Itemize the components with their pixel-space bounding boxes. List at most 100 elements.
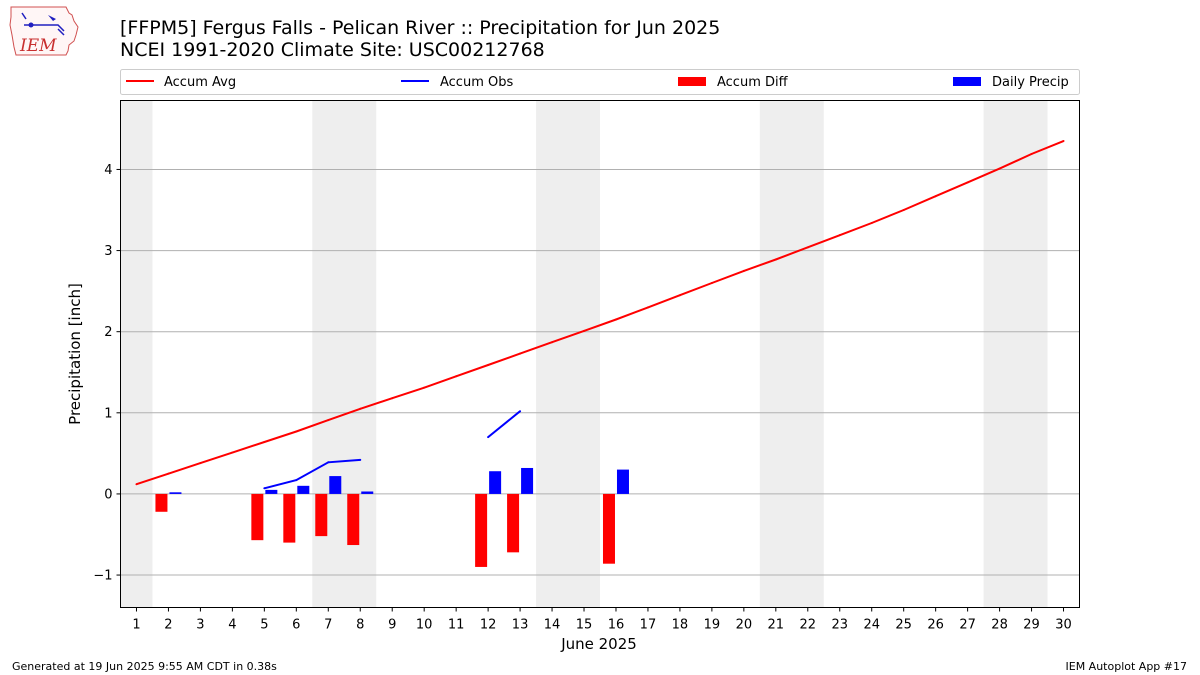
y-tick-label: 0 (104, 487, 112, 502)
daily-precip-bar (361, 491, 374, 494)
x-tick-label: 27 (959, 618, 976, 633)
accum-avg-point (455, 375, 458, 378)
x-tick-label: 3 (196, 618, 204, 633)
y-axis-label: Precipitation [inch] (66, 283, 84, 425)
accum-avg-point (774, 258, 777, 261)
accum-diff-bar (315, 493, 328, 537)
accum-avg-point (199, 462, 202, 465)
x-tick-label: 7 (324, 618, 332, 633)
daily-precip-bar (489, 471, 502, 494)
legend: Accum Avg Accum Obs Accum Diff Daily Pre… (120, 69, 1080, 95)
footer-generated-text: Generated at 19 Jun 2025 9:55 AM CDT in … (12, 660, 277, 673)
accum-avg-point (327, 419, 330, 422)
accum-obs-point (263, 487, 266, 490)
weekend-shade-2 (536, 100, 600, 608)
chart-title: [FFPM5] Fergus Falls - Pelican River :: … (120, 17, 721, 39)
x-tick-label: 18 (672, 618, 689, 633)
weekend-shade-4 (983, 100, 1048, 608)
legend-daily-precip-label: Daily Precip (992, 75, 1069, 90)
chart-subtitle: NCEI 1991-2020 Climate Site: USC00212768 (120, 39, 545, 61)
accum-diff-bar (155, 493, 168, 512)
x-tick-label: 17 (640, 618, 657, 633)
x-tick-label: 10 (416, 618, 433, 633)
accum-avg-point (934, 195, 937, 198)
y-gridlines (120, 168, 1080, 576)
accum-avg-point (998, 167, 1001, 170)
y-tick-label: 1 (104, 406, 112, 421)
x-tick-label: 15 (576, 618, 593, 633)
accum-avg-point (231, 451, 234, 454)
accum-avg-point (1030, 153, 1033, 156)
x-tick-label: 4 (228, 618, 236, 633)
x-tick-label: 12 (480, 618, 497, 633)
accum-obs-point (295, 479, 298, 482)
accum-avg-point (551, 341, 554, 344)
x-tick-label: 29 (1023, 618, 1040, 633)
x-tick-label: 22 (800, 618, 817, 633)
accum-diff-bar (475, 493, 488, 567)
accum-avg-point (806, 246, 809, 249)
accum-avg-point (359, 407, 362, 410)
iem-logo: IEM (8, 5, 80, 63)
x-axis-label: June 2025 (560, 635, 637, 653)
y-tick-label: 2 (104, 325, 112, 340)
x-tick-label: 16 (608, 618, 625, 633)
x-tick-label: 14 (544, 618, 561, 633)
accum-avg-point (742, 269, 745, 272)
x-tick-label: 8 (356, 618, 364, 633)
accum-avg-point (710, 282, 713, 285)
x-tick-label: 11 (448, 618, 465, 633)
x-tick-label: 25 (895, 618, 912, 633)
plot-frame (120, 100, 1080, 608)
accum-avg-point (902, 209, 905, 212)
accum-diff-bar (507, 493, 520, 553)
weekend-shading (120, 100, 1048, 608)
accum-obs-line-1 (487, 410, 521, 438)
x-tick-label: 30 (1055, 618, 1072, 633)
accum-avg-point (838, 234, 841, 237)
accum-avg-point (646, 306, 649, 309)
accum-diff-bar (602, 493, 615, 564)
y-axis: −1 0 1 2 3 4 (93, 163, 121, 584)
daily-precip-bar (616, 469, 629, 494)
daily-precip-bar (521, 467, 534, 494)
accum-obs-point (487, 436, 490, 439)
daily-precip-bar (297, 485, 310, 494)
accum-avg-point (519, 352, 522, 355)
x-tick-label: 19 (704, 618, 721, 633)
accum-diff-bar (251, 493, 264, 541)
legend-accum-avg-label: Accum Avg (164, 75, 236, 90)
x-tick-label: 21 (768, 618, 785, 633)
legend-box (120, 69, 1080, 95)
iowa-state-map-icon: IEM (9, 6, 79, 56)
accum-obs-point (519, 410, 522, 413)
weekend-shade-3 (759, 100, 824, 608)
accum-avg-point (678, 294, 681, 297)
accum-avg-point (966, 181, 969, 184)
x-tick-label: 23 (831, 618, 848, 633)
legend-accum-obs-label: Accum Obs (440, 75, 513, 90)
accum-avg-point (614, 318, 617, 321)
x-tick-label: 26 (927, 618, 944, 633)
legend-accum-diff-swatch (678, 77, 706, 86)
x-tick-label: 6 (292, 618, 300, 633)
y-tick-label: 3 (104, 244, 112, 259)
accum-avg-point (583, 329, 586, 332)
x-axis: 1 2 3 4 5 6 7 8 9 10 11 12 13 14 15 16 17 18 19 20 21 22 23 24 2… (132, 607, 1072, 633)
daily-precip-bar (329, 476, 342, 494)
lines (135, 140, 1065, 490)
accum-obs-point (327, 461, 330, 464)
x-tick-label: 5 (260, 618, 268, 633)
accum-avg-point (391, 397, 394, 400)
x-tick-label: 13 (512, 618, 529, 633)
accum-avg-line (136, 140, 1064, 486)
accum-avg-point (423, 386, 426, 389)
accum-obs-point (359, 458, 362, 461)
y-tick-label: 4 (104, 163, 112, 178)
accum-avg-point (487, 363, 490, 366)
accum-avg-point (870, 221, 873, 224)
x-tick-label: 2 (164, 618, 172, 633)
weekend-shade-0 (120, 100, 153, 608)
footer-app-label: IEM Autoplot App #17 (1065, 660, 1188, 673)
